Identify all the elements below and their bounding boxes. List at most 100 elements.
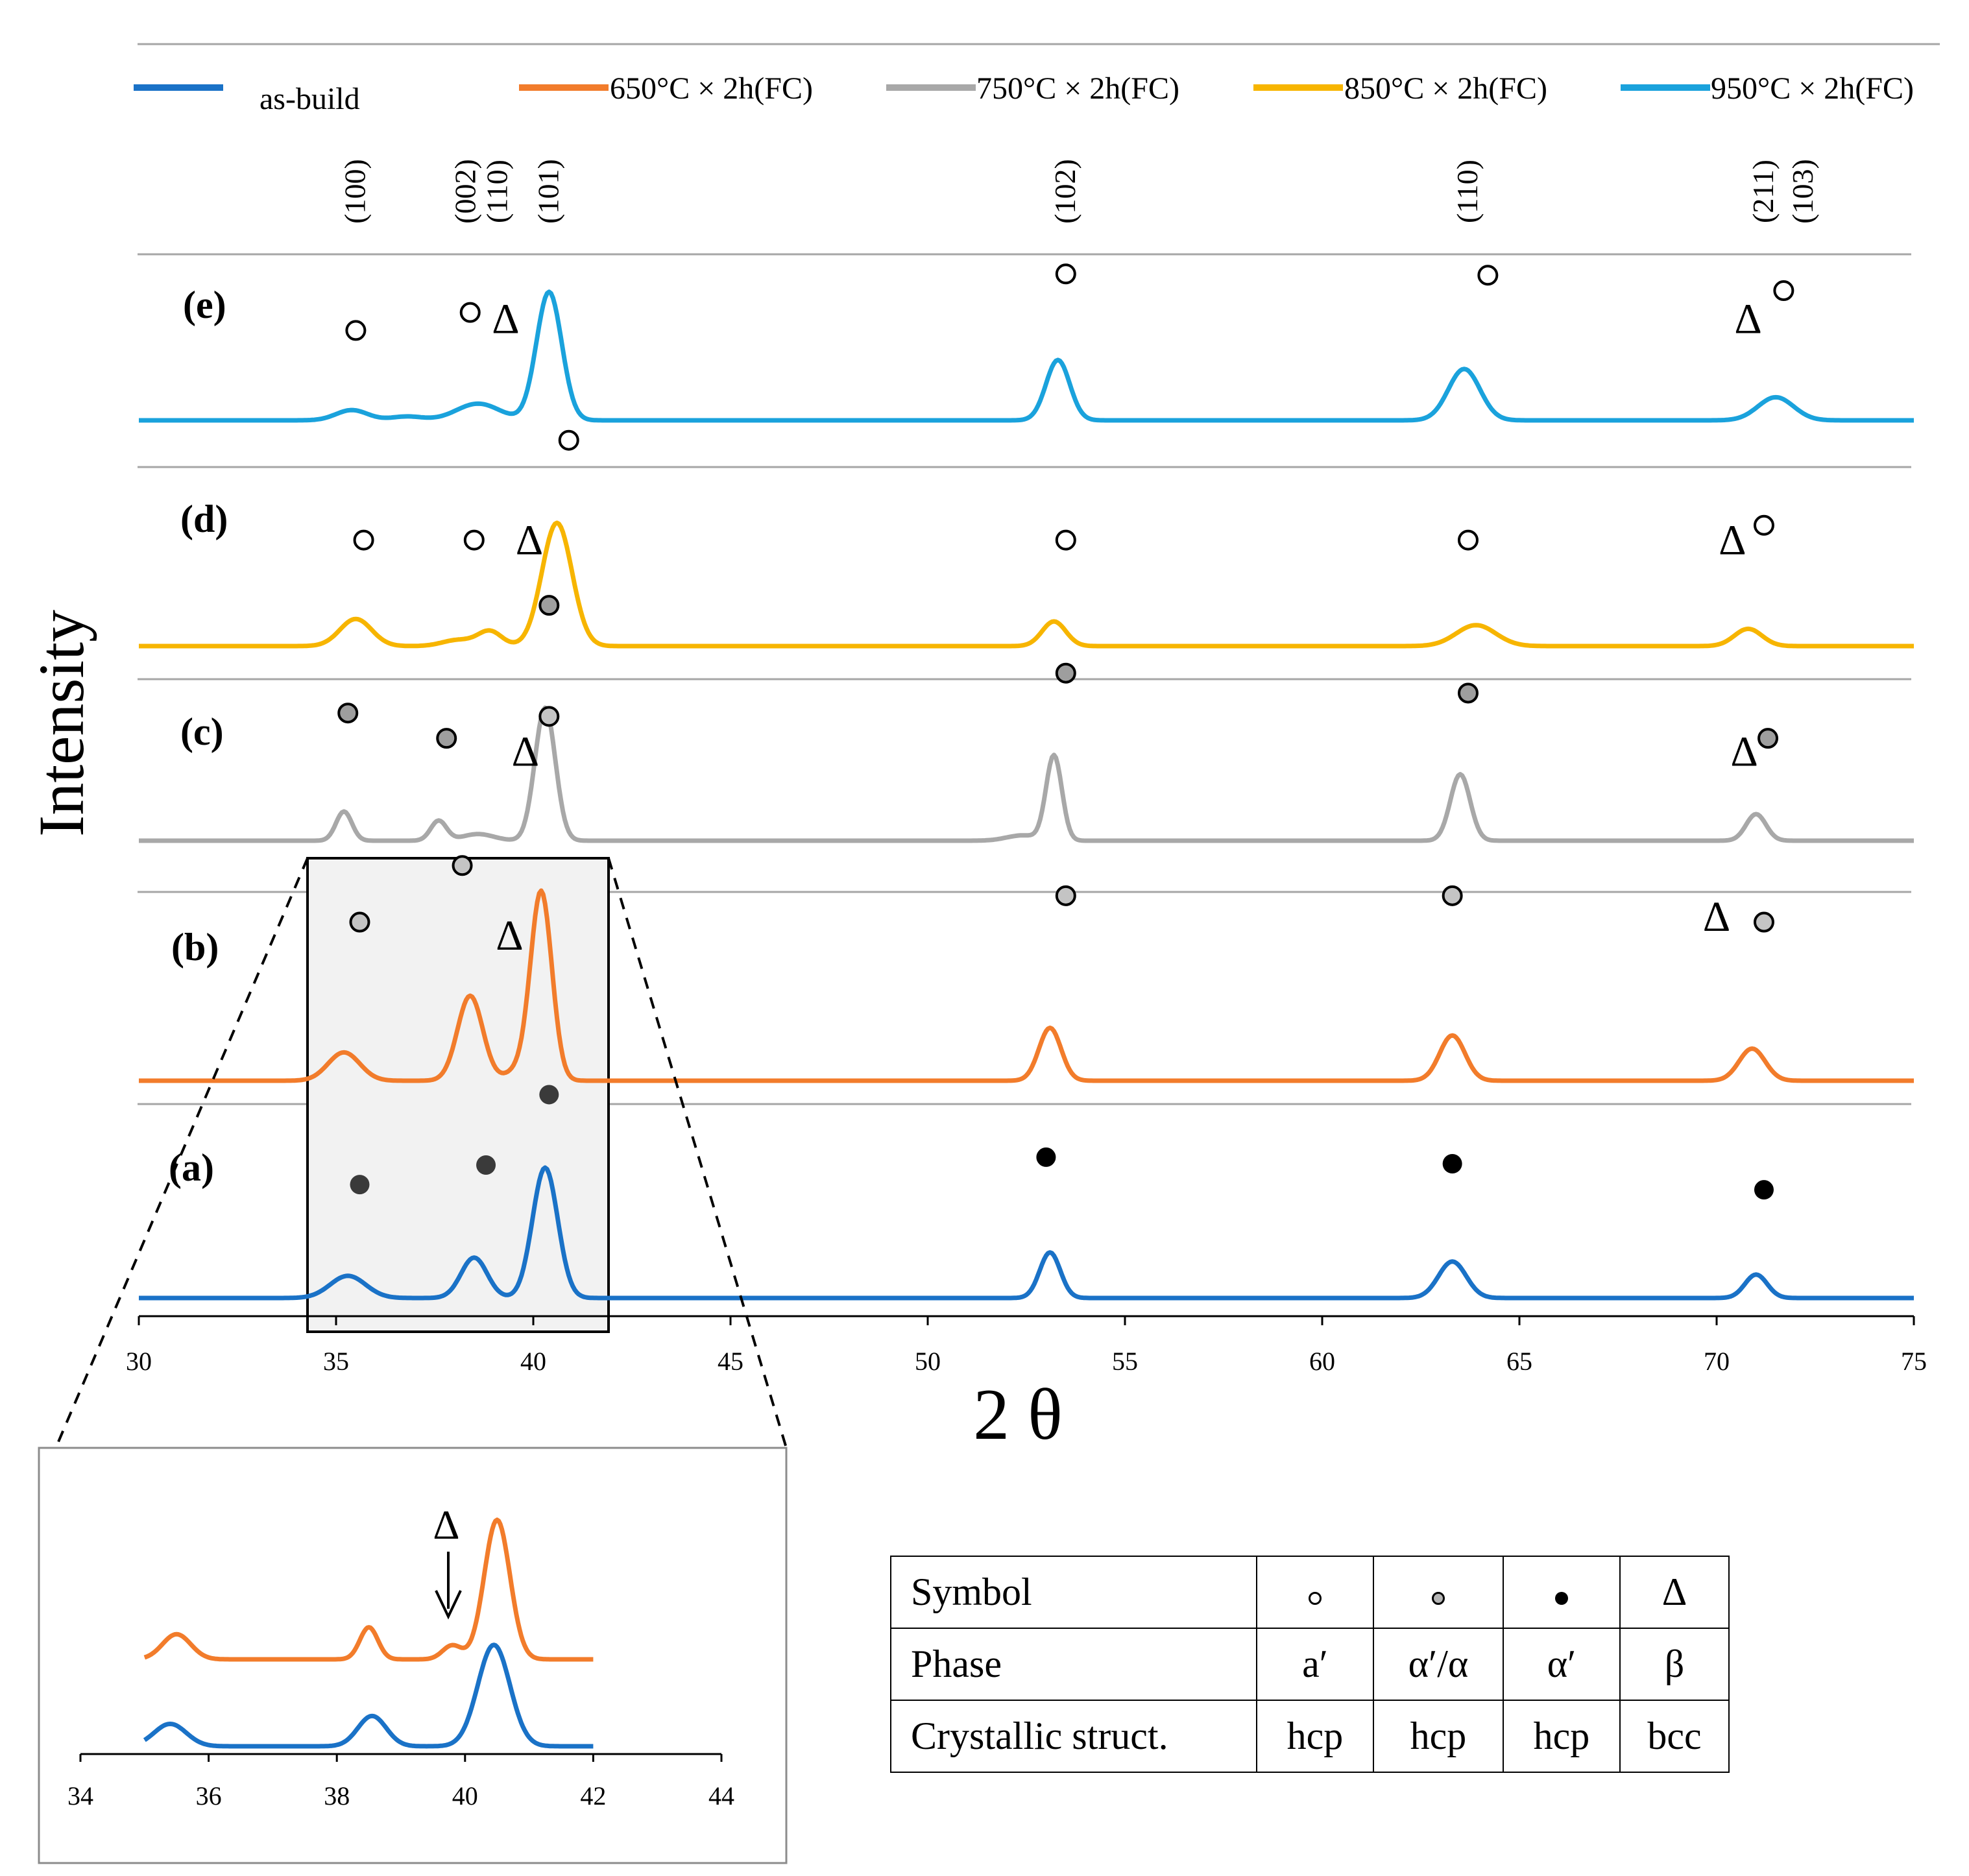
phase-table-header-symbol: Symbol [890,1556,1257,1629]
phase-marker-d-0 [353,529,374,551]
inset-x-ticks: 34 36 38 40 42 44 [67,1754,734,1810]
phase-cell-2: α′/α [1373,1628,1504,1701]
beta-marker-b-0: Δ [496,912,523,959]
symbol-delta-cell: Δ [1619,1556,1730,1629]
panel-label-e: (e) [183,283,226,326]
phase-marker-d-2 [558,429,579,451]
beta-marker-b-1: Δ [1703,893,1730,941]
inset-tick-label-44: 44 [708,1781,734,1810]
series-line-a [138,1165,1915,1301]
chart-legend: as-build 650°C × 2h(FC) 750°C × 2h(FC) 850°… [134,71,1914,116]
symbol-filled-cell [1503,1556,1621,1629]
beta-marker-c-0: Δ [512,728,539,776]
x-tick-label-60: 60 [1309,1347,1335,1376]
beta-marker-e-0: Δ [492,296,519,343]
inset-delta-label: Δ [433,1502,459,1548]
phase-marker-c-1 [436,728,457,749]
structure-cell-1: hcp [1256,1700,1374,1773]
phase-marker-a-1 [476,1155,496,1175]
phase-marker-e-3 [1477,265,1499,286]
reflection-label-2: (110) [480,160,513,223]
inset-tick-label-42: 42 [580,1781,606,1810]
legend-label-1: 650°C × 2h(FC) [610,71,813,106]
phase-cell-3: α′ [1503,1628,1621,1701]
panel-label-c: (c) [180,710,224,753]
beta-marker-d-1: Δ [1719,517,1746,564]
panel-label-b: (b) [171,926,219,968]
phase-cell-4: β [1619,1628,1730,1701]
inset-tick-label-36: 36 [196,1781,222,1810]
phase-marker-e-0 [345,320,367,341]
inset-arrow-head [435,1590,462,1620]
inset-spectra [143,1517,594,1749]
phase-table-header-phase: Phase [890,1628,1257,1701]
phase-marker-d-1 [463,529,485,551]
phase-table-row-phase: Phase a′ α′/α α′ β [890,1628,1730,1701]
legend-label-4: 950°C × 2h(FC) [1711,71,1914,106]
filled-circle-icon [1555,1592,1568,1605]
phase-marker-c-5 [1758,728,1779,749]
structure-cell-3: hcp [1503,1700,1621,1773]
x-tick-label-45: 45 [718,1347,743,1376]
inset-tick-label-34: 34 [67,1781,93,1810]
phase-marker-b-4 [1442,885,1463,906]
beta-marker-e-1: Δ [1734,296,1761,343]
phase-table: Symbol Δ Phase a′ α′/α α′ β Crystallic s… [890,1556,1730,1773]
phase-marker-c-4 [1457,682,1479,704]
x-tick-label-70: 70 [1704,1347,1730,1376]
inset-tick-label-40: 40 [452,1781,478,1810]
reflection-label-0: (100) [338,159,371,224]
phase-marker-a-2 [539,1085,559,1105]
phase-marker-b-2 [538,706,560,727]
phase-marker-d-5 [1753,514,1774,536]
phase-cell-1: a′ [1256,1628,1374,1701]
legend-label-3: 850°C × 2h(FC) [1344,71,1547,106]
x-tick-label-75: 75 [1901,1347,1927,1376]
grey-circle-icon [1432,1592,1445,1605]
x-tick-label-40: 40 [520,1347,546,1376]
zoom-guide-right [607,858,788,1449]
reflection-label-1: (002) [449,159,482,224]
phase-table-row-structure: Crystallic struct. hcp hcp hcp bcc [890,1700,1730,1773]
x-tick-label-30: 30 [126,1347,152,1376]
phase-marker-a-4 [1442,1153,1462,1173]
series-line-d [138,520,1915,649]
x-tick-label-50: 50 [915,1347,941,1376]
phase-table-row-symbol: Symbol Δ [890,1556,1730,1629]
reflection-label-7: (103) [1786,159,1819,224]
x-tick-label-55: 55 [1112,1347,1138,1376]
panel-labels: (e) (d) (c) (b) (a) [169,283,228,1189]
x-tick-label-65: 65 [1506,1347,1532,1376]
reflection-label-3: (101) [531,159,564,224]
beta-marker-d-0: Δ [516,517,543,564]
legend-label-0: as-build [260,82,360,116]
main-x-ticks: 30 35 40 45 50 55 60 65 70 75 [126,1316,1927,1376]
x-tick-label-35: 35 [323,1347,349,1376]
symbol-grey-cell [1373,1556,1504,1629]
phase-marker-d-4 [1457,529,1479,551]
zoom-guide-left [54,858,309,1449]
phase-marker-a-3 [1036,1147,1056,1167]
y-axis-label: Intensity [25,610,97,837]
structure-cell-2: hcp [1373,1700,1504,1773]
phase-marker-d-3 [1055,529,1076,551]
inset-tick-label-38: 38 [324,1781,350,1810]
series-line-e [138,289,1915,423]
spectra [138,289,1915,1301]
x-axis-label: 2 θ [973,1375,1063,1455]
phase-marker-b-5 [1753,911,1774,933]
phase-marker-b-3 [1055,885,1076,906]
beta-marker-c-1: Δ [1730,728,1758,776]
phase-marker-c-0 [337,703,359,724]
open-circle-icon [1309,1592,1322,1605]
phase-marker-e-4 [1773,280,1794,302]
phase-markers: Δ Δ Δ Δ Δ Δ Δ Δ [337,263,1794,1200]
phase-table-header-structure: Crystallic struct. [890,1700,1257,1773]
panel-label-d: (d) [180,498,228,540]
inset-series-line-0 [143,1517,594,1662]
legend-label-2: 750°C × 2h(FC) [976,71,1179,106]
reflection-label-6: (211) [1746,160,1780,223]
phase-marker-c-3 [1055,662,1076,684]
phase-marker-a-5 [1754,1180,1774,1200]
